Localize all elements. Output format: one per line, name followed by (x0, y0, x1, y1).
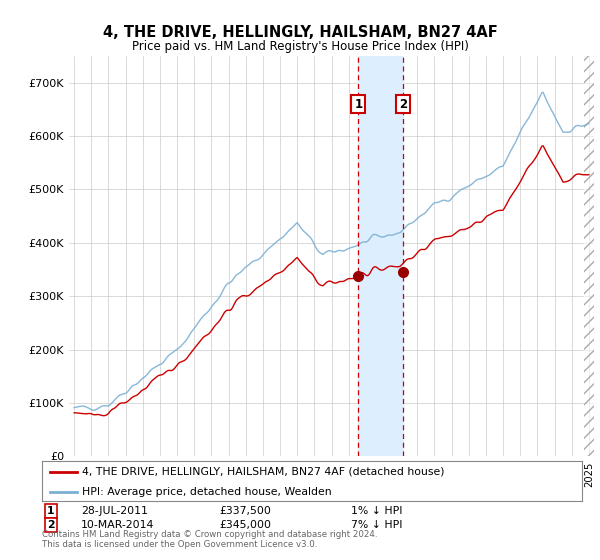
Bar (358, 56, 403, 456)
Text: 4, THE DRIVE, HELLINGLY, HAILSHAM, BN27 4AF (detached house): 4, THE DRIVE, HELLINGLY, HAILSHAM, BN27 … (83, 467, 445, 477)
Text: £337,500: £337,500 (219, 506, 271, 516)
Text: 2: 2 (400, 97, 407, 110)
Text: 1% ↓ HPI: 1% ↓ HPI (351, 506, 403, 516)
Bar (584, 56, 594, 456)
Text: Price paid vs. HM Land Registry's House Price Index (HPI): Price paid vs. HM Land Registry's House … (131, 40, 469, 53)
Text: Contains HM Land Registry data © Crown copyright and database right 2024.: Contains HM Land Registry data © Crown c… (42, 530, 377, 539)
Text: This data is licensed under the Open Government Licence v3.0.: This data is licensed under the Open Gov… (42, 540, 317, 549)
Text: £345,000: £345,000 (219, 520, 271, 530)
Text: HPI: Average price, detached house, Wealden: HPI: Average price, detached house, Weal… (83, 487, 332, 497)
Text: 4, THE DRIVE, HELLINGLY, HAILSHAM, BN27 4AF: 4, THE DRIVE, HELLINGLY, HAILSHAM, BN27 … (103, 25, 497, 40)
Bar (584, 56, 594, 456)
Text: 2: 2 (47, 520, 55, 530)
Text: 10-MAR-2014: 10-MAR-2014 (81, 520, 154, 530)
Text: 28-JUL-2011: 28-JUL-2011 (81, 506, 148, 516)
Text: 7% ↓ HPI: 7% ↓ HPI (351, 520, 403, 530)
Text: 1: 1 (355, 97, 362, 110)
Text: 1: 1 (47, 506, 55, 516)
